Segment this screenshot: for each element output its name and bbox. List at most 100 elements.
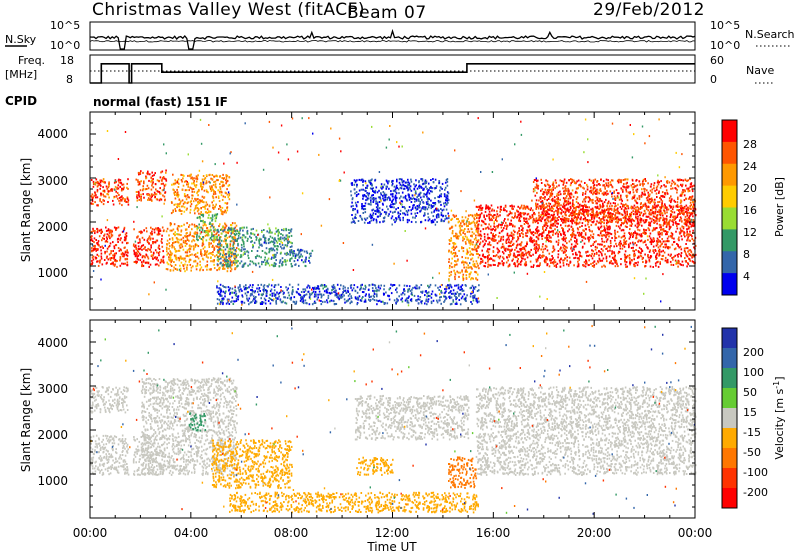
power-data-cell	[571, 211, 573, 214]
power-data-cell	[290, 234, 293, 237]
power-data-cell	[658, 223, 661, 226]
power-data-cell	[620, 263, 622, 266]
power-data-cell	[369, 179, 372, 182]
power-data-cell	[196, 227, 198, 230]
power-data-cell	[518, 253, 520, 256]
power-data-cell	[516, 265, 519, 268]
power-data-cell	[239, 249, 241, 252]
power-data-cell	[228, 250, 231, 253]
power-data-cell	[468, 230, 471, 233]
power-data-cell	[488, 223, 490, 226]
power-data-cell	[245, 226, 248, 229]
power-data-cell	[362, 194, 364, 197]
power-data-cell	[374, 213, 377, 215]
power-data-cell	[519, 211, 522, 214]
power-data-cell	[644, 233, 646, 235]
power-data-cell	[459, 271, 461, 274]
power-data-cell	[158, 228, 161, 231]
power-data-cell	[575, 241, 577, 244]
power-data-cell	[264, 236, 266, 239]
power-data-cell	[563, 193, 565, 195]
power-data-cell	[572, 253, 574, 256]
power-data-cell	[432, 181, 435, 184]
power-data-cell	[606, 247, 608, 250]
power-data-cell	[586, 254, 588, 257]
power-data-cell	[686, 230, 688, 233]
power-data-cell	[629, 234, 632, 237]
power-data-cell	[527, 206, 529, 209]
power-data-cell	[183, 195, 186, 198]
power-data-cell	[183, 258, 185, 261]
power-data-cell	[537, 264, 539, 267]
power-data-cell	[538, 244, 540, 247]
power-data-cell	[270, 258, 273, 260]
power-data-cell	[190, 173, 192, 176]
power-data-cell	[686, 239, 688, 242]
power-data-cell	[580, 216, 582, 219]
power-data-cell	[575, 222, 578, 225]
power-data-cell	[93, 241, 95, 244]
power-data-cell	[660, 258, 663, 260]
power-data-cell	[148, 235, 151, 238]
power-data-cell	[183, 267, 185, 270]
power-data-cell	[290, 230, 292, 233]
power-data-cell	[424, 193, 427, 196]
power-data-cell	[605, 236, 607, 239]
power-data-cell	[161, 170, 164, 173]
power-data-cell	[159, 197, 162, 200]
power-data-cell	[416, 196, 418, 199]
power-data-cell	[139, 189, 142, 192]
power-data-cell	[182, 257, 184, 260]
power-data-cell	[253, 241, 256, 244]
power-data-cell	[233, 254, 236, 257]
power-data-cell	[382, 186, 384, 189]
power-data-cell	[120, 237, 122, 240]
power-data-cell	[471, 221, 473, 224]
power-data-cell	[529, 217, 532, 220]
power-data-cell	[243, 234, 245, 237]
power-data-cell	[273, 253, 276, 256]
power-data-cell	[204, 234, 207, 237]
power-data-cell	[138, 194, 140, 196]
power-data-cell	[567, 230, 569, 233]
power-data-cell	[222, 267, 224, 270]
power-data-cell	[513, 205, 515, 208]
power-data-cell	[365, 199, 367, 202]
power-data-cell	[193, 179, 195, 182]
power-data-cell	[686, 247, 689, 250]
power-data-cell	[633, 219, 636, 222]
power-data-cell	[153, 174, 155, 177]
power-data-cell	[621, 221, 623, 224]
power-data-cell	[499, 214, 501, 217]
power-data-cell	[490, 217, 493, 220]
power-data-cell	[153, 231, 156, 234]
power-data-cell	[386, 198, 389, 201]
power-data-cell	[616, 216, 618, 219]
power-data-cell	[470, 234, 472, 237]
power-data-cell	[379, 221, 381, 224]
power-data-cell	[502, 257, 505, 260]
power-data-cell	[598, 234, 601, 237]
power-data-cell	[200, 214, 203, 216]
power-data-cell	[666, 260, 669, 263]
power-data-cell	[497, 264, 499, 267]
power-data-cell	[181, 257, 183, 260]
power-data-cell	[417, 206, 420, 209]
power-data-cell	[487, 259, 490, 262]
power-data-cell	[136, 197, 139, 200]
power-data-cell	[427, 182, 430, 185]
power-data-cell	[229, 266, 232, 269]
power-data-cell	[679, 263, 682, 266]
power-data-cell	[208, 246, 211, 248]
power-data-cell	[140, 199, 142, 202]
power-data-cell	[151, 230, 153, 233]
power-data-cell	[213, 229, 216, 232]
power-data-cell	[108, 235, 111, 238]
power-data-cell	[510, 234, 513, 237]
power-data-cell	[617, 212, 619, 215]
power-data-cell	[160, 258, 163, 261]
power-data-cell	[497, 255, 500, 258]
power-data-cell	[246, 250, 249, 253]
power-data-cell	[239, 227, 241, 230]
power-data-cell	[546, 234, 548, 237]
